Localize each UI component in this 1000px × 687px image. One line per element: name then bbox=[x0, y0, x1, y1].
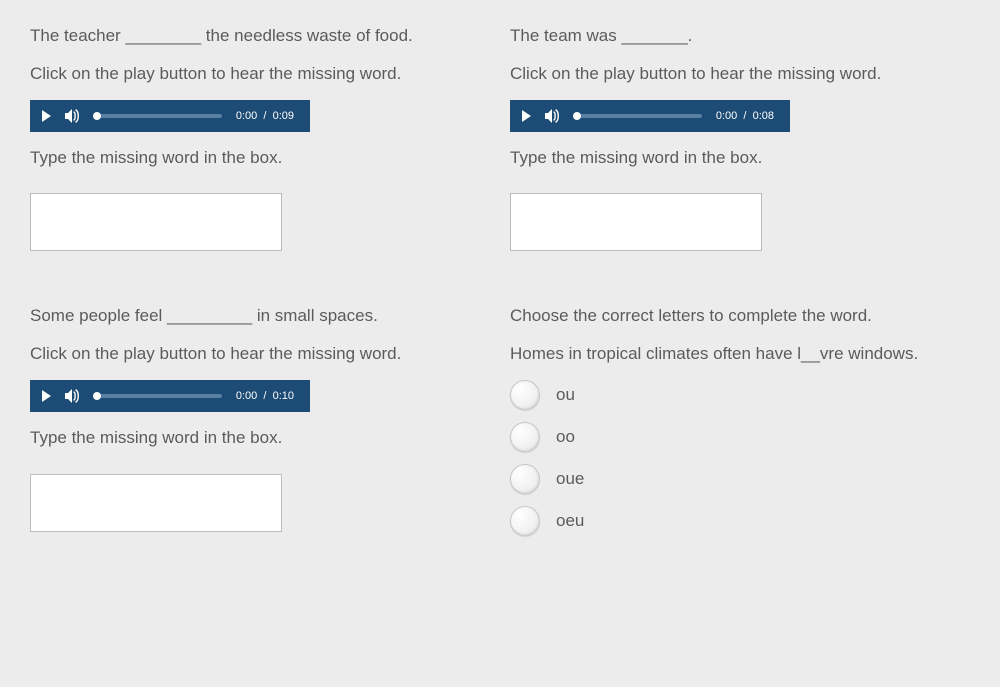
time-current: 0:00 bbox=[716, 110, 737, 122]
seek-track[interactable] bbox=[575, 114, 702, 118]
time-current: 0:00 bbox=[236, 110, 257, 122]
seek-track[interactable] bbox=[95, 394, 222, 398]
play-icon[interactable] bbox=[42, 390, 51, 402]
option-3[interactable]: oeu bbox=[510, 506, 970, 536]
audio-player: 0:00 / 0:10 bbox=[30, 380, 310, 412]
time-duration: 0:08 bbox=[753, 110, 774, 122]
time-separator: / bbox=[263, 390, 266, 402]
radio-icon[interactable] bbox=[510, 506, 540, 536]
choose-instruction: Choose the correct letters to complete t… bbox=[510, 304, 970, 328]
sentence: Homes in tropical climates often have l_… bbox=[510, 342, 970, 366]
radio-icon[interactable] bbox=[510, 422, 540, 452]
question-grid: The teacher ________ the needless waste … bbox=[30, 24, 970, 548]
play-instruction: Click on the play button to hear the mis… bbox=[510, 62, 970, 86]
answer-input[interactable] bbox=[510, 193, 762, 251]
play-instruction: Click on the play button to hear the mis… bbox=[30, 342, 490, 366]
time-separator: / bbox=[263, 110, 266, 122]
play-instruction: Click on the play button to hear the mis… bbox=[30, 62, 490, 86]
question-4: Choose the correct letters to complete t… bbox=[510, 304, 970, 548]
audio-player: 0:00 / 0:09 bbox=[30, 100, 310, 132]
time-current: 0:00 bbox=[236, 390, 257, 402]
option-1[interactable]: oo bbox=[510, 422, 970, 452]
seek-track[interactable] bbox=[95, 114, 222, 118]
time-display: 0:00 / 0:08 bbox=[716, 110, 778, 122]
time-separator: / bbox=[743, 110, 746, 122]
option-0[interactable]: ou bbox=[510, 380, 970, 410]
sentence: The team was _______. bbox=[510, 24, 970, 48]
audio-player: 0:00 / 0:08 bbox=[510, 100, 790, 132]
sentence: The teacher ________ the needless waste … bbox=[30, 24, 490, 48]
play-icon[interactable] bbox=[42, 110, 51, 122]
question-2: The team was _______. Click on the play … bbox=[510, 24, 970, 256]
type-instruction: Type the missing word in the box. bbox=[30, 146, 490, 170]
option-label: oeu bbox=[556, 511, 584, 531]
type-instruction: Type the missing word in the box. bbox=[30, 426, 490, 450]
radio-icon[interactable] bbox=[510, 380, 540, 410]
radio-icon[interactable] bbox=[510, 464, 540, 494]
time-duration: 0:10 bbox=[273, 390, 294, 402]
question-1: The teacher ________ the needless waste … bbox=[30, 24, 490, 256]
play-icon[interactable] bbox=[522, 110, 531, 122]
option-label: oo bbox=[556, 427, 575, 447]
option-label: oue bbox=[556, 469, 584, 489]
sentence: Some people feel _________ in small spac… bbox=[30, 304, 490, 328]
volume-icon[interactable] bbox=[545, 109, 561, 123]
options-list: ou oo oue oeu bbox=[510, 380, 970, 536]
answer-input[interactable] bbox=[30, 193, 282, 251]
time-display: 0:00 / 0:09 bbox=[236, 110, 298, 122]
option-2[interactable]: oue bbox=[510, 464, 970, 494]
question-3: Some people feel _________ in small spac… bbox=[30, 304, 490, 548]
answer-input[interactable] bbox=[30, 474, 282, 532]
volume-icon[interactable] bbox=[65, 109, 81, 123]
time-display: 0:00 / 0:10 bbox=[236, 390, 298, 402]
type-instruction: Type the missing word in the box. bbox=[510, 146, 970, 170]
volume-icon[interactable] bbox=[65, 389, 81, 403]
time-duration: 0:09 bbox=[273, 110, 294, 122]
option-label: ou bbox=[556, 385, 575, 405]
